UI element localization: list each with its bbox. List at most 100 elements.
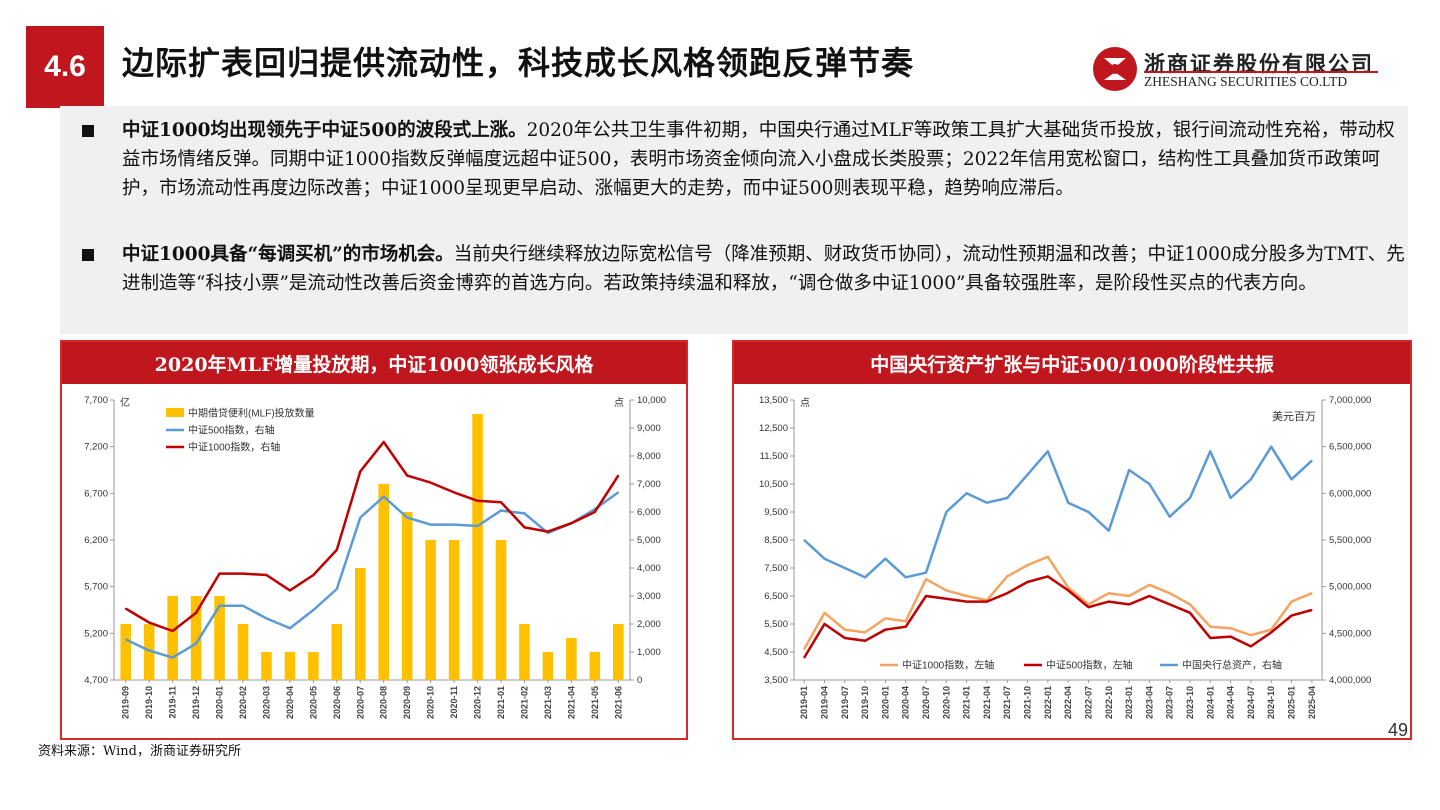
left-tick-label: 11,500	[760, 451, 788, 462]
series-point	[904, 626, 907, 628]
x-tick-label: 2019-04	[819, 686, 829, 719]
series-point	[843, 637, 846, 639]
right-tick-label: 1,000	[637, 647, 661, 658]
series-point	[864, 640, 866, 642]
mlf-bar	[589, 652, 601, 680]
right-tick-label: 10,000	[637, 395, 666, 406]
x-tick-label: 2021-01	[962, 686, 972, 719]
series-point	[1250, 634, 1252, 636]
series-point	[359, 516, 362, 519]
series-point	[1047, 556, 1049, 558]
mlf-bar	[143, 624, 155, 680]
series-point	[289, 589, 291, 592]
left-tick-label: 12,500	[759, 423, 788, 434]
x-tick-label: 2023-10	[1185, 686, 1195, 719]
series-point	[1189, 612, 1191, 614]
series-point	[904, 620, 907, 622]
left-tick-label: 8,500	[764, 535, 788, 546]
series-point	[843, 628, 846, 631]
bullet-body: 当前央行继续释放边际宽松信号（降准预期、财政货币协同），流动性预期温和改善；中证…	[122, 244, 1405, 294]
series-point	[1087, 511, 1090, 513]
right-tick-label: 2,000	[637, 619, 661, 630]
left-tick-label: 7,700	[84, 395, 108, 406]
left-unit-label: 亿	[120, 396, 130, 409]
left-tick-label: 5,700	[84, 582, 108, 593]
series-point	[1067, 589, 1069, 592]
series-point	[476, 525, 479, 527]
series-point	[1290, 614, 1293, 617]
legend-label: 中证1000指数，左轴	[902, 659, 994, 672]
bullet-square-icon	[82, 249, 94, 261]
right-tick-label: 6,500,000	[1329, 442, 1371, 453]
bullet-text: 中证1000具备“每调买机”的市场机会。当前央行继续释放边际宽松信号（降准预期、…	[122, 240, 1412, 298]
left-tick-label: 7,500	[764, 563, 788, 574]
x-tick-label: 2023-07	[1165, 686, 1175, 719]
legend-label: 中国央行总资产，右轴	[1182, 659, 1282, 672]
series-point	[1026, 564, 1029, 566]
mlf-bar	[354, 568, 366, 680]
x-tick-label: 2019-10	[144, 686, 154, 719]
mlf-bar	[378, 484, 390, 680]
series-point	[1290, 478, 1293, 481]
x-tick-label: 2021-06	[613, 686, 623, 719]
mlf-chart: 4,700 5,200 5,700 6,200 6,700 7,200 7,700 0 1,00…	[84, 395, 666, 719]
series-point	[1107, 600, 1110, 603]
series-point	[1148, 595, 1151, 597]
x-tick-label: 2021-05	[590, 686, 600, 719]
series-point	[1128, 469, 1130, 471]
series-point	[823, 612, 826, 614]
x-tick-label: 2019-10	[860, 686, 870, 719]
brand-name-en: ZHESHANG SECURITIES CO.LTD	[1144, 74, 1348, 89]
bullet-body: 2020年公共卫生事件初期，中国央行通过MLF等政策工具扩大基础货币投放，银行间…	[122, 120, 1395, 199]
pboc-chart: 3,500 4,500 5,500 6,500 7,500 8,500 9,500 10,50…	[759, 395, 1371, 719]
x-tick-label: 2021-04	[982, 686, 992, 719]
mlf-bar	[331, 624, 343, 680]
series-point	[1067, 501, 1069, 504]
right-tick-label: 4,000,000	[1329, 675, 1371, 686]
right-tick-label: 7,000	[637, 479, 661, 490]
series-point	[803, 656, 805, 659]
series-point	[382, 441, 385, 443]
series-point	[945, 511, 948, 513]
legend-label: 中证500指数，右轴	[188, 424, 275, 437]
x-tick-label: 2024-04	[1226, 686, 1236, 719]
series-line-2	[125, 491, 620, 659]
series-point	[864, 576, 866, 579]
series-point	[171, 656, 174, 659]
bullet-lead: 中证1000均出现领先于中证500的波段式上涨。	[122, 120, 527, 141]
series-point	[1026, 581, 1029, 583]
series-point	[1107, 529, 1110, 532]
series-point	[1168, 515, 1171, 518]
series-point	[265, 617, 268, 620]
series-point	[864, 631, 866, 634]
series-point	[124, 607, 127, 610]
mlf-bar	[237, 624, 249, 680]
left-tick-label: 7,200	[84, 442, 108, 453]
series-point	[1209, 450, 1212, 453]
series-point	[1047, 575, 1049, 578]
series-point	[429, 523, 432, 526]
x-tick-label: 2019-09	[121, 686, 131, 719]
series-point	[1250, 478, 1252, 481]
series-point	[1209, 637, 1212, 639]
series-point	[1006, 497, 1009, 499]
series-point	[312, 574, 315, 576]
series-point	[1128, 595, 1130, 597]
series-point	[336, 549, 338, 551]
series-point	[1270, 628, 1273, 631]
series-point	[823, 557, 826, 560]
mlf-bar	[495, 540, 507, 680]
x-tick-label: 2023-04	[1144, 686, 1154, 719]
series-point	[476, 500, 479, 502]
legend-label: 中期借贷便利(MLF)投放数量	[188, 407, 315, 420]
right-tick-label: 5,500,000	[1329, 535, 1371, 546]
left-tick-label: 6,500	[764, 591, 788, 602]
legend-label: 中证500指数，左轴	[1046, 659, 1133, 672]
right-tick-label: 4,500,000	[1329, 628, 1371, 639]
series-point	[823, 623, 826, 625]
mlf-bar	[308, 652, 319, 680]
right-tick-label: 0	[637, 675, 642, 686]
series-point	[500, 509, 502, 512]
series-point	[1047, 450, 1049, 453]
x-tick-label: 2020-01	[215, 686, 225, 719]
